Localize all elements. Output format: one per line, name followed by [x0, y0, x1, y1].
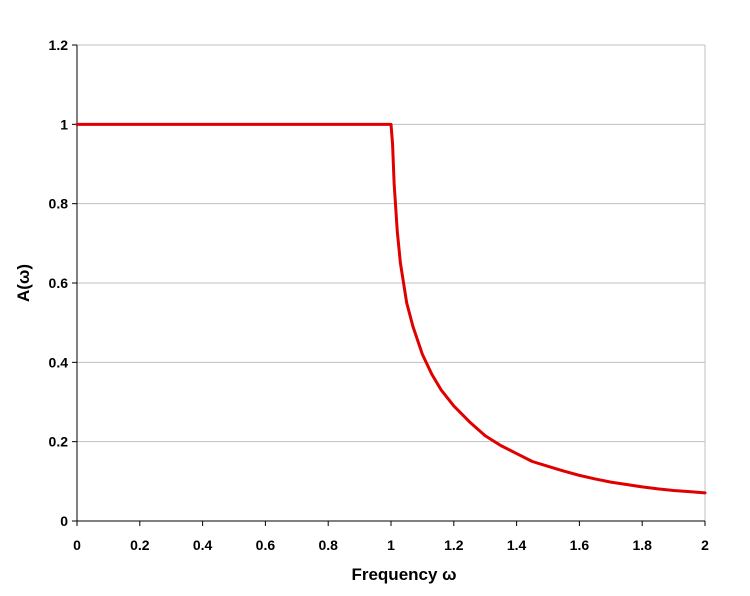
x-tick-label: 0.2	[130, 537, 150, 553]
x-tick-label: 1	[387, 537, 395, 553]
y-tick-label: 0.2	[49, 434, 69, 450]
y-axis-title: A(ω)	[14, 264, 33, 302]
x-tick-label: 0.4	[193, 537, 213, 553]
series-layer	[75, 122, 707, 495]
x-tick-label: 0.8	[318, 537, 338, 553]
x-tick-label: 0	[73, 537, 81, 553]
x-tick-label: 2	[701, 537, 709, 553]
y-tick-label: 0.4	[49, 354, 69, 370]
y-tick-label: 1.2	[49, 37, 69, 53]
x-tick-label: 0.6	[256, 537, 276, 553]
tick-labels: 0 0.2 0.4 0.6 0.8 1 1.2 0 0.2 0.4 0.6 0.8 1 1.2 1.4 1.6…	[49, 37, 710, 553]
y-tick-label: 1	[60, 116, 68, 132]
series-line	[75, 122, 707, 495]
y-tick-label: 0.8	[49, 196, 69, 212]
x-axis-title: Frequency ω	[351, 565, 456, 584]
x-tick-label: 1.8	[632, 537, 652, 553]
y-tick-label: 0	[60, 513, 68, 529]
x-tick-label: 1.2	[444, 537, 464, 553]
x-tick-label: 1.6	[570, 537, 590, 553]
x-tick-label: 1.4	[507, 537, 527, 553]
y-tick-label: 0.6	[49, 275, 69, 291]
